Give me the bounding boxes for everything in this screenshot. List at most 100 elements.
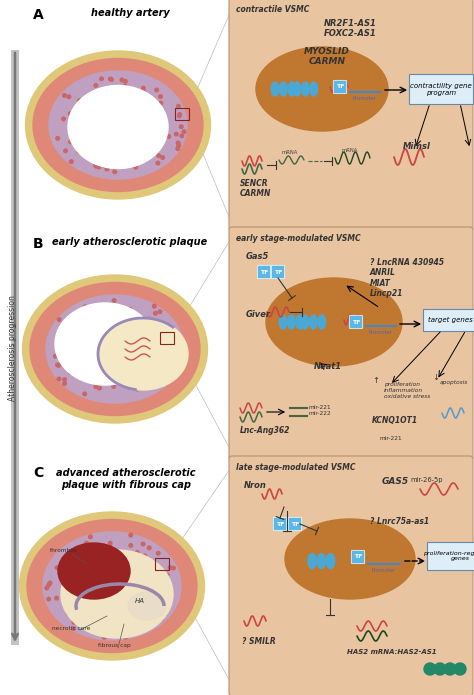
Text: Promoter: Promoter xyxy=(353,96,377,101)
Circle shape xyxy=(141,89,145,92)
Text: early atherosclerotic plaque: early atherosclerotic plaque xyxy=(52,237,208,247)
FancyArrowPatch shape xyxy=(12,53,18,639)
Circle shape xyxy=(83,305,87,309)
Circle shape xyxy=(123,86,126,90)
Circle shape xyxy=(168,566,172,569)
Circle shape xyxy=(147,546,151,550)
Circle shape xyxy=(69,326,73,329)
FancyBboxPatch shape xyxy=(229,0,473,231)
Text: TF: TF xyxy=(260,270,268,275)
Circle shape xyxy=(105,304,109,308)
Ellipse shape xyxy=(288,315,295,329)
Circle shape xyxy=(154,311,157,315)
Ellipse shape xyxy=(30,282,200,416)
Ellipse shape xyxy=(310,315,317,329)
Ellipse shape xyxy=(49,71,187,179)
Text: mir-26-5p: mir-26-5p xyxy=(410,477,443,483)
Circle shape xyxy=(84,308,88,311)
Circle shape xyxy=(424,663,436,675)
Circle shape xyxy=(47,597,51,601)
Text: Lnc-Ang362: Lnc-Ang362 xyxy=(240,426,291,435)
Ellipse shape xyxy=(288,82,296,96)
Bar xyxy=(155,558,169,570)
Circle shape xyxy=(128,308,132,311)
Text: C: C xyxy=(33,466,43,480)
Text: Gas5: Gas5 xyxy=(246,252,269,261)
FancyBboxPatch shape xyxy=(351,550,365,564)
FancyBboxPatch shape xyxy=(229,456,473,695)
Circle shape xyxy=(144,155,147,158)
Circle shape xyxy=(136,387,139,391)
Text: Giver: Giver xyxy=(246,310,271,319)
Circle shape xyxy=(143,554,147,558)
FancyBboxPatch shape xyxy=(229,227,473,460)
Circle shape xyxy=(77,318,81,321)
Bar xyxy=(160,332,174,344)
Circle shape xyxy=(97,165,100,169)
Ellipse shape xyxy=(308,553,316,569)
Circle shape xyxy=(163,580,167,584)
Bar xyxy=(175,108,189,120)
Circle shape xyxy=(62,580,65,584)
Circle shape xyxy=(172,349,175,352)
Ellipse shape xyxy=(128,592,166,620)
Text: ? SMILR: ? SMILR xyxy=(242,637,276,646)
Ellipse shape xyxy=(285,519,415,599)
Ellipse shape xyxy=(280,82,287,96)
Circle shape xyxy=(48,581,52,584)
Bar xyxy=(11,50,19,645)
Circle shape xyxy=(127,386,131,389)
Circle shape xyxy=(137,158,140,162)
Circle shape xyxy=(69,370,73,375)
Ellipse shape xyxy=(293,82,301,96)
Circle shape xyxy=(69,140,73,144)
Circle shape xyxy=(72,621,76,624)
Circle shape xyxy=(83,313,87,316)
Circle shape xyxy=(134,165,137,169)
Circle shape xyxy=(160,617,163,621)
Circle shape xyxy=(167,135,171,138)
Circle shape xyxy=(154,371,157,375)
Circle shape xyxy=(95,165,98,168)
Text: TF: TF xyxy=(291,521,299,527)
Text: Nron: Nron xyxy=(244,481,267,490)
Text: contractile VSMC: contractile VSMC xyxy=(236,5,310,14)
Circle shape xyxy=(179,340,182,344)
Text: healthy artery: healthy artery xyxy=(91,8,169,18)
Circle shape xyxy=(146,615,150,619)
Circle shape xyxy=(165,598,169,601)
Text: necrotic core: necrotic core xyxy=(52,626,91,631)
Circle shape xyxy=(176,104,180,108)
Text: contractility gene
program: contractility gene program xyxy=(410,83,472,95)
Circle shape xyxy=(77,103,81,107)
Circle shape xyxy=(156,161,160,165)
Circle shape xyxy=(107,632,110,635)
Circle shape xyxy=(155,324,158,327)
Circle shape xyxy=(64,569,67,573)
Circle shape xyxy=(158,310,162,313)
Ellipse shape xyxy=(55,303,155,385)
Circle shape xyxy=(93,156,97,159)
Circle shape xyxy=(109,541,112,545)
Circle shape xyxy=(57,363,61,367)
Text: proliferation
inflammation
oxidative stress: proliferation inflammation oxidative str… xyxy=(384,382,430,399)
Circle shape xyxy=(167,365,171,369)
Ellipse shape xyxy=(317,553,326,569)
Circle shape xyxy=(94,83,98,88)
Circle shape xyxy=(174,132,178,136)
Circle shape xyxy=(164,129,167,133)
Ellipse shape xyxy=(98,318,188,390)
Ellipse shape xyxy=(58,543,130,599)
Circle shape xyxy=(63,94,66,97)
Circle shape xyxy=(166,334,170,338)
Circle shape xyxy=(72,627,75,630)
Circle shape xyxy=(157,154,161,157)
Circle shape xyxy=(79,552,82,555)
FancyBboxPatch shape xyxy=(271,265,285,279)
Text: A: A xyxy=(33,8,44,22)
Circle shape xyxy=(124,79,127,83)
Text: Atherosclerosis progression: Atherosclerosis progression xyxy=(9,295,18,401)
Circle shape xyxy=(444,663,456,675)
Circle shape xyxy=(177,114,181,117)
Circle shape xyxy=(56,136,60,140)
